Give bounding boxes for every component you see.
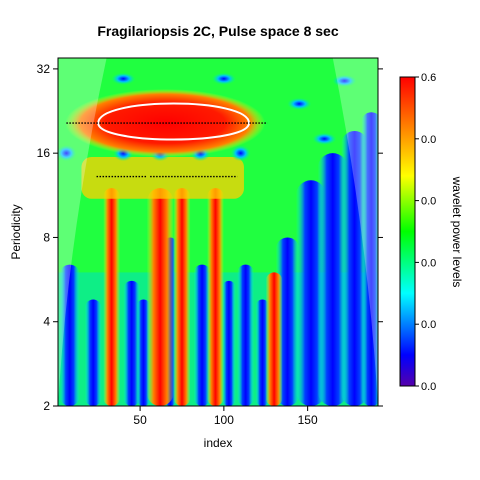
heatmap-hot-column — [173, 188, 191, 406]
y-tick-label: 2 — [43, 399, 50, 413]
significance-contour — [97, 102, 250, 141]
heatmap-blue-spot — [332, 74, 357, 87]
x-tick-label: 100 — [214, 413, 234, 427]
colorbar-tick-label: 0.0 — [421, 196, 436, 208]
heatmap-surface — [58, 58, 378, 406]
heatmap-blue-spot — [111, 72, 136, 85]
colorbar-tick-label: 0.0 — [421, 134, 436, 146]
x-axis-label: index — [204, 436, 233, 450]
colorbar — [399, 76, 416, 387]
heatmap-blue-column — [123, 280, 141, 406]
heatmap-hot-column — [207, 188, 224, 406]
x-axis: 50 100 150 — [133, 406, 318, 427]
chart-title: Fragilariopsis 2C, Pulse space 8 sec — [97, 23, 338, 39]
x-tick-label: 50 — [133, 413, 147, 427]
y-axis: 2 4 8 16 32 — [37, 62, 383, 413]
x-tick-label: 150 — [298, 413, 318, 427]
heatmap-blue-column — [84, 299, 102, 406]
heatmap-blue-spot — [230, 145, 251, 162]
colorbar-tick-label: 0.0 — [421, 319, 436, 331]
y-axis-label: Periodicity — [9, 204, 23, 259]
heatmap-hot-column — [103, 188, 120, 406]
colorbar-tick-label: 0.6 — [421, 72, 436, 84]
y-tick-label: 16 — [37, 146, 51, 160]
y-tick-label: 32 — [37, 62, 51, 76]
heatmap-blue-column — [59, 264, 80, 406]
heatmap-hot-column — [265, 272, 283, 406]
cone-of-influence-right — [332, 58, 378, 406]
plot-frame — [57, 57, 379, 407]
ridge-overlay — [66, 102, 268, 178]
heatmap-blue-spot — [287, 97, 312, 110]
colorbar-tick-label: 0.0 — [421, 381, 436, 393]
heatmap-blue-spot — [312, 132, 337, 145]
heatmap-blue-column — [237, 264, 255, 406]
colorbar-label: wavelet power levels — [450, 176, 464, 288]
heatmap-blue-column — [317, 153, 348, 406]
heatmap-blue-column — [361, 112, 378, 406]
heatmap-band — [81, 157, 244, 199]
heatmap-blue-spot — [211, 72, 236, 85]
y-tick-label: 8 — [43, 230, 50, 244]
cone-of-influence-left — [58, 58, 107, 406]
colorbar-ticks: 0.0 0.0 0.0 0.0 0.0 0.6 — [415, 72, 436, 393]
heatmap-blue-column — [222, 280, 236, 406]
heatmap-blue-spot — [58, 145, 77, 162]
heatmap-hot-column — [146, 188, 174, 406]
y-tick-label: 4 — [43, 315, 50, 329]
heatmap-blue-column — [193, 264, 211, 406]
colorbar-tick-label: 0.0 — [421, 257, 436, 269]
